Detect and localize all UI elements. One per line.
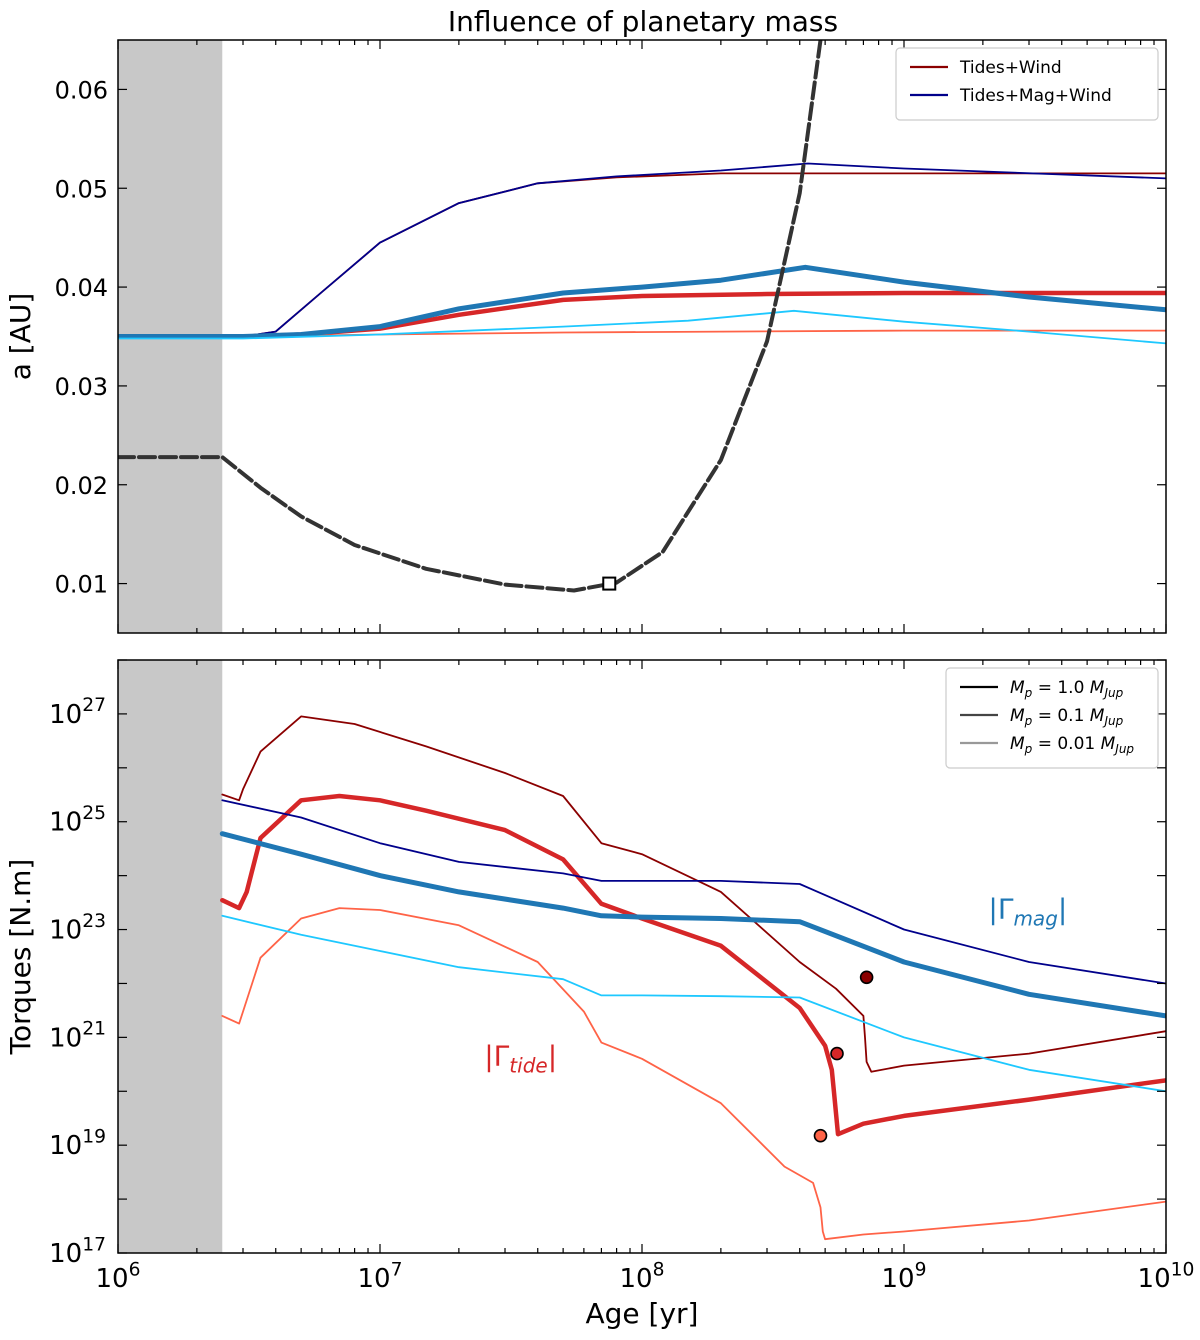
series-line-0: |Γtide| Mp = 1.0 MJup bbox=[221, 715, 1166, 1073]
x-tick-label: 109 bbox=[882, 1259, 927, 1294]
annotation-gamma_mag: |Γmag| bbox=[988, 893, 1067, 931]
y-tick-label: 0.04 bbox=[55, 274, 108, 302]
torques-panel: |Γtide| Mp = 1.0 MJup|Γtide| Mp = 0.1 MJ… bbox=[4, 659, 1195, 1330]
circle-marker-1 bbox=[830, 1046, 844, 1061]
legend-box bbox=[945, 667, 1159, 769]
plot-area: Tides+Wind, Mp = 1.0 MJupTides+Wind, Mp … bbox=[118, 40, 1166, 593]
x-tick-label: 107 bbox=[358, 1259, 403, 1294]
legend-entry: Mp = 1.0 MJup bbox=[1010, 678, 1124, 700]
x-axis-label: Age [yr] bbox=[586, 1297, 699, 1330]
series-line-4: |Γmag| Mp = 0.1 MJup bbox=[219, 831, 1166, 1019]
series-line-0: Tides+Wind, Mp = 1.0 MJup bbox=[118, 172, 1166, 338]
y-tick-label: 0.06 bbox=[55, 76, 108, 104]
legend: Mp = 1.0 MJup Mp = 0.1 MJup Mp = 0.01 MJup bbox=[945, 667, 1159, 769]
series-line-6: corotation radius bbox=[118, 40, 823, 593]
legend-box bbox=[895, 47, 1159, 121]
y-tick-label: 0.05 bbox=[55, 175, 108, 203]
pre-main-sequence-shading bbox=[118, 660, 223, 1253]
y-axis-label: Torques [N.m] bbox=[4, 859, 37, 1056]
y-tick-label: 1019 bbox=[49, 1126, 106, 1161]
x-tick-label: 106 bbox=[96, 1259, 141, 1294]
x-tick-label: 1010 bbox=[1138, 1259, 1195, 1294]
series-line-1: |Γtide| Mp = 0.1 MJup bbox=[220, 793, 1166, 1137]
series-line-4: Tides+Mag+Wind, Mp = 0.1 MJup bbox=[118, 264, 1166, 339]
y-tick-label: 1023 bbox=[49, 911, 106, 946]
series-line-2: |Γtide| Mp = 0.01 MJup bbox=[221, 907, 1166, 1241]
series-line-3: Tides+Mag+Wind, Mp = 1.0 MJup bbox=[118, 162, 1166, 338]
y-tick-label: 0.03 bbox=[55, 373, 108, 401]
y-tick-label: 1025 bbox=[49, 803, 106, 838]
figure-title: Influence of planetary mass bbox=[448, 5, 838, 38]
legend-entry: Mp = 0.01 MJup bbox=[1010, 734, 1134, 756]
legend: Tides+Wind Tides+Mag+Wind bbox=[895, 47, 1159, 121]
y-tick-label: 1021 bbox=[49, 1019, 106, 1054]
legend-entry: Tides+Wind bbox=[959, 58, 1062, 78]
circle-marker-0 bbox=[859, 970, 874, 985]
legend-entry: Mp = 0.1 MJup bbox=[1010, 706, 1124, 728]
y-tick-label: 1027 bbox=[49, 695, 106, 730]
series-line-3: |Γmag| Mp = 1.0 MJup bbox=[221, 799, 1166, 985]
semi-major-axis-panel: Tides+Wind, Mp = 1.0 MJupTides+Wind, Mp … bbox=[4, 39, 1167, 634]
y-tick-label: 0.02 bbox=[55, 472, 108, 500]
series-line-5: Tides+Mag+Wind, Mp = 0.01 MJup bbox=[118, 309, 1166, 345]
annotation-gamma_tide: |Γtide| bbox=[484, 1040, 557, 1078]
series-line-5: |Γmag| Mp = 0.01 MJup bbox=[221, 914, 1166, 1093]
x-tick-label: 108 bbox=[620, 1259, 665, 1294]
y-tick-label: 0.01 bbox=[55, 571, 108, 599]
square-marker bbox=[602, 576, 617, 591]
y-axis-label: a [AU] bbox=[4, 293, 37, 381]
y-tick-label: 1017 bbox=[49, 1234, 106, 1269]
circle-marker-2 bbox=[813, 1128, 828, 1143]
plot-area: |Γtide| Mp = 1.0 MJup|Γtide| Mp = 0.1 MJ… bbox=[219, 715, 1166, 1241]
legend-entry: Tides+Mag+Wind bbox=[959, 86, 1112, 106]
